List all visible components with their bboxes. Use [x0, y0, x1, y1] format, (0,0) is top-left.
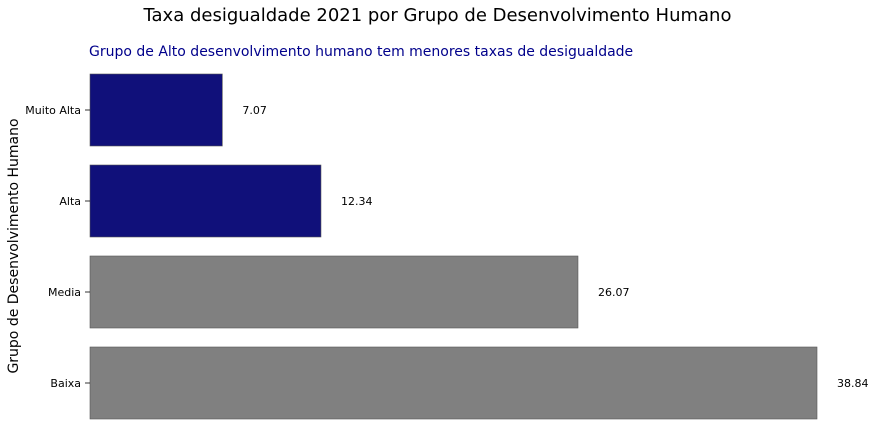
bar-alta [89, 164, 322, 238]
data-label-baixa: 38.84 [837, 377, 869, 390]
chart-title: Taxa desigualdade 2021 por Grupo de Dese… [143, 5, 732, 26]
bar-baixa [89, 346, 818, 420]
y-tick-labels: Muito Alta Alta Media Baixa [25, 104, 90, 390]
y-tick-label-baixa: Baixa [50, 377, 81, 390]
data-label-muito-alta: 7.07 [242, 104, 267, 117]
data-label-media: 26.07 [598, 286, 630, 299]
data-labels: 7.07 12.34 26.07 38.84 [242, 104, 868, 390]
bars-group [89, 73, 818, 420]
bar-muito-alta [89, 73, 223, 147]
chart-subtitle: Grupo de Alto desenvolvimento humano tem… [89, 44, 634, 60]
y-tick-label-media: Media [48, 286, 81, 299]
data-label-alta: 12.34 [341, 195, 373, 208]
y-tick-label-muito-alta: Muito Alta [25, 104, 81, 117]
y-tick-label-alta: Alta [59, 195, 81, 208]
bar-media [89, 255, 579, 329]
